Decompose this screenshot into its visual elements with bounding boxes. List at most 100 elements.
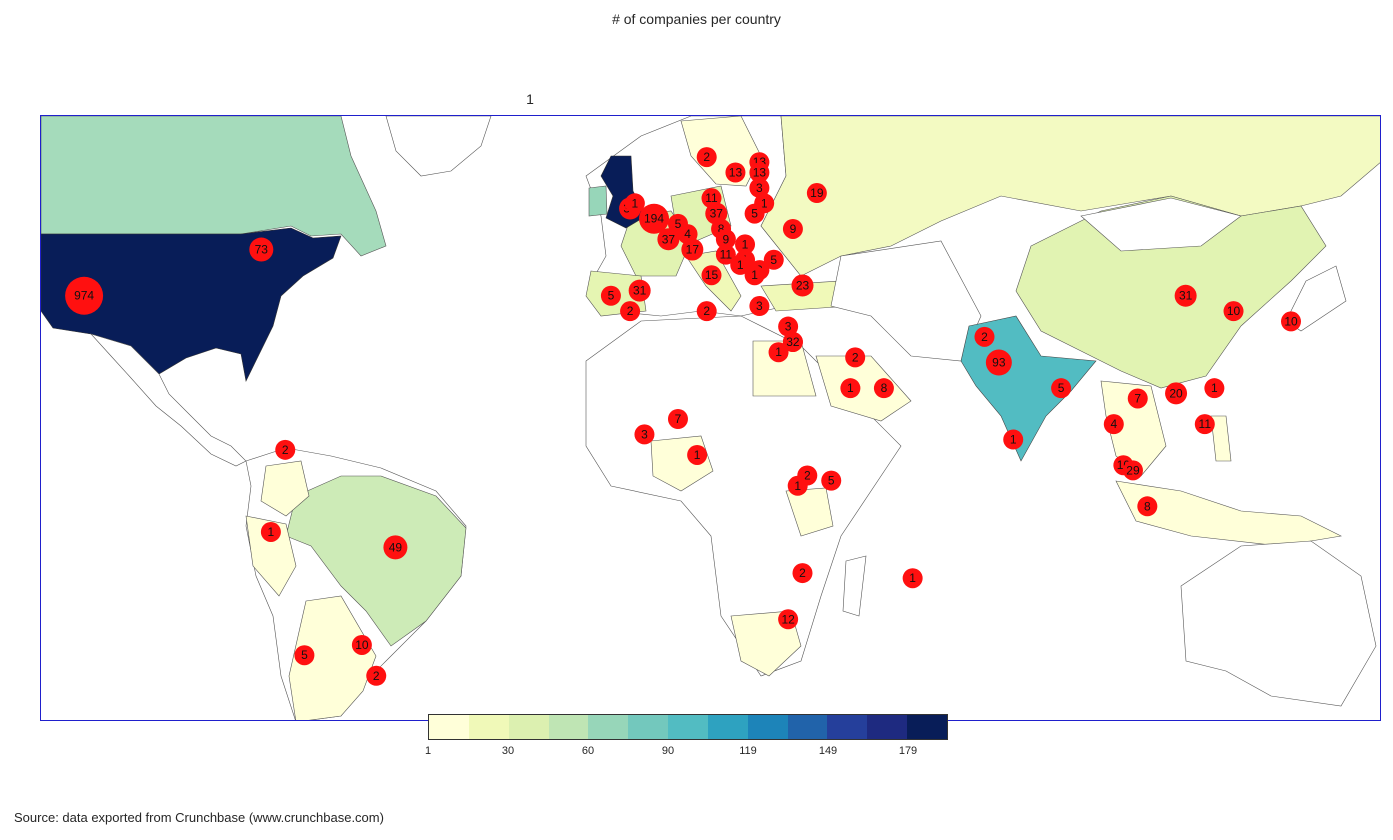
region-mongolia bbox=[1080, 197, 1242, 252]
colorbar-cell bbox=[508, 715, 549, 739]
bubble-marker bbox=[1223, 301, 1244, 322]
country-peru bbox=[245, 515, 297, 597]
bubble-label: 5 bbox=[751, 207, 758, 221]
bubble-label: 1 bbox=[847, 381, 854, 395]
bubble-marker bbox=[778, 316, 799, 337]
map-canvas: 9747321491052213131331191159331194537374… bbox=[41, 116, 1380, 720]
bubble-marker bbox=[639, 203, 670, 234]
country-argentina bbox=[288, 595, 377, 720]
bubble-label: 31 bbox=[1179, 289, 1193, 303]
region-africa bbox=[585, 315, 902, 677]
colorbar-tick-label: 90 bbox=[661, 745, 675, 757]
bubble-label: 10 bbox=[1227, 304, 1241, 318]
bubble-label: 2 bbox=[627, 304, 634, 318]
bubble-marker bbox=[806, 183, 827, 204]
map-subtitle: 1 bbox=[526, 91, 534, 107]
bubble-label: 5 bbox=[301, 648, 308, 662]
bubble-label: 3 bbox=[756, 181, 763, 195]
colorbar-scale bbox=[428, 714, 948, 740]
bubble-marker bbox=[687, 444, 708, 465]
bubble-marker bbox=[260, 521, 281, 542]
bubble-label: 31 bbox=[633, 284, 647, 298]
bubble-label: 1 bbox=[737, 258, 744, 272]
bubble-label: 1 bbox=[1211, 381, 1218, 395]
world-map: 9747321491052213131331191159331194537374… bbox=[40, 115, 1381, 721]
colorbar-cell bbox=[468, 715, 509, 739]
colorbar-tick-label: 149 bbox=[818, 745, 838, 757]
bubble-label: 32 bbox=[786, 335, 800, 349]
bubble-label: 20 bbox=[1169, 386, 1183, 400]
bubble-marker bbox=[715, 229, 736, 250]
bubble-label: 93 bbox=[992, 356, 1006, 370]
bubble-marker bbox=[634, 424, 655, 445]
colorbar-ticks: 1 30 60 90 119 149 179 bbox=[425, 745, 948, 761]
bubble-marker bbox=[735, 234, 756, 255]
bubble-label: 37 bbox=[662, 232, 676, 246]
bubble-marker bbox=[366, 665, 387, 686]
bubble-marker bbox=[725, 162, 746, 183]
bubble-label: 194 bbox=[644, 212, 664, 226]
bubble-marker bbox=[791, 274, 814, 297]
bubble-marker bbox=[985, 349, 1012, 376]
bubble-marker bbox=[749, 162, 770, 183]
bubble-marker bbox=[628, 279, 651, 302]
bubble-label: 1 bbox=[742, 237, 749, 251]
bubble-label: 974 bbox=[74, 289, 94, 303]
bubble-marker bbox=[1122, 460, 1143, 481]
bubble-marker bbox=[1127, 388, 1148, 409]
country-brazil bbox=[285, 475, 467, 647]
bubble-label: 2 bbox=[804, 468, 811, 482]
bubble-label: 3 bbox=[785, 320, 792, 334]
bubble-label: 3 bbox=[756, 299, 763, 313]
bubble-label: 23 bbox=[796, 278, 810, 292]
bubble-label: 2 bbox=[799, 566, 806, 580]
colorbar-tick-label: 60 bbox=[581, 745, 595, 757]
bubble-label: 7 bbox=[1134, 391, 1141, 405]
country-colombia bbox=[260, 460, 310, 517]
bubble-label: 11 bbox=[720, 248, 733, 262]
colorbar-cell bbox=[787, 715, 828, 739]
bubble-label: 1 bbox=[751, 268, 758, 282]
region-madagascar bbox=[842, 555, 867, 617]
bubble-label: 15 bbox=[705, 268, 719, 282]
bubble-marker bbox=[701, 265, 722, 286]
bubble-label: 9 bbox=[723, 232, 730, 246]
bubble-label: 19 bbox=[810, 186, 824, 200]
bubble-label: 8 bbox=[718, 222, 725, 236]
bubble-marker bbox=[840, 378, 861, 399]
bubble-label: 5 bbox=[828, 474, 835, 488]
bubble-marker bbox=[657, 228, 680, 251]
region-greenland bbox=[385, 116, 492, 177]
colorbar-cell bbox=[867, 715, 908, 739]
bubble-marker bbox=[778, 609, 799, 630]
bubble-marker bbox=[275, 439, 296, 460]
bubble-label: 1 bbox=[1010, 433, 1017, 447]
bubble-label: 5 bbox=[675, 217, 682, 231]
bubble-marker bbox=[974, 326, 995, 347]
bubble-marker bbox=[696, 301, 717, 322]
bubble-label: 10 bbox=[1284, 314, 1298, 328]
bubble-label: 7 bbox=[675, 412, 682, 426]
bubble-marker bbox=[782, 331, 803, 352]
bubble-label: 49 bbox=[389, 540, 403, 554]
bubble-label: 12 bbox=[781, 612, 795, 626]
colorbar-cell bbox=[548, 715, 589, 739]
bubble-label: 1 bbox=[794, 479, 801, 493]
bubble-label: 2 bbox=[703, 150, 710, 164]
bubble-marker bbox=[249, 237, 274, 262]
bubble-marker bbox=[821, 470, 842, 491]
bubble-label: 1 bbox=[694, 448, 701, 462]
bubble-label: 5 bbox=[608, 289, 615, 303]
bubble-marker bbox=[715, 244, 736, 265]
bubble-label: 1 bbox=[909, 571, 916, 585]
bubble-label: 9 bbox=[790, 222, 797, 236]
bubble-marker bbox=[681, 238, 704, 261]
bubble-marker bbox=[383, 535, 408, 560]
region-philippines bbox=[1210, 415, 1232, 462]
region-indonesia bbox=[1115, 480, 1342, 547]
country-ireland bbox=[588, 185, 608, 217]
bubble-marker bbox=[782, 218, 803, 239]
colorbar-tick-label: 179 bbox=[898, 745, 918, 757]
bubble-marker bbox=[845, 347, 866, 368]
bubble-marker bbox=[792, 563, 813, 584]
